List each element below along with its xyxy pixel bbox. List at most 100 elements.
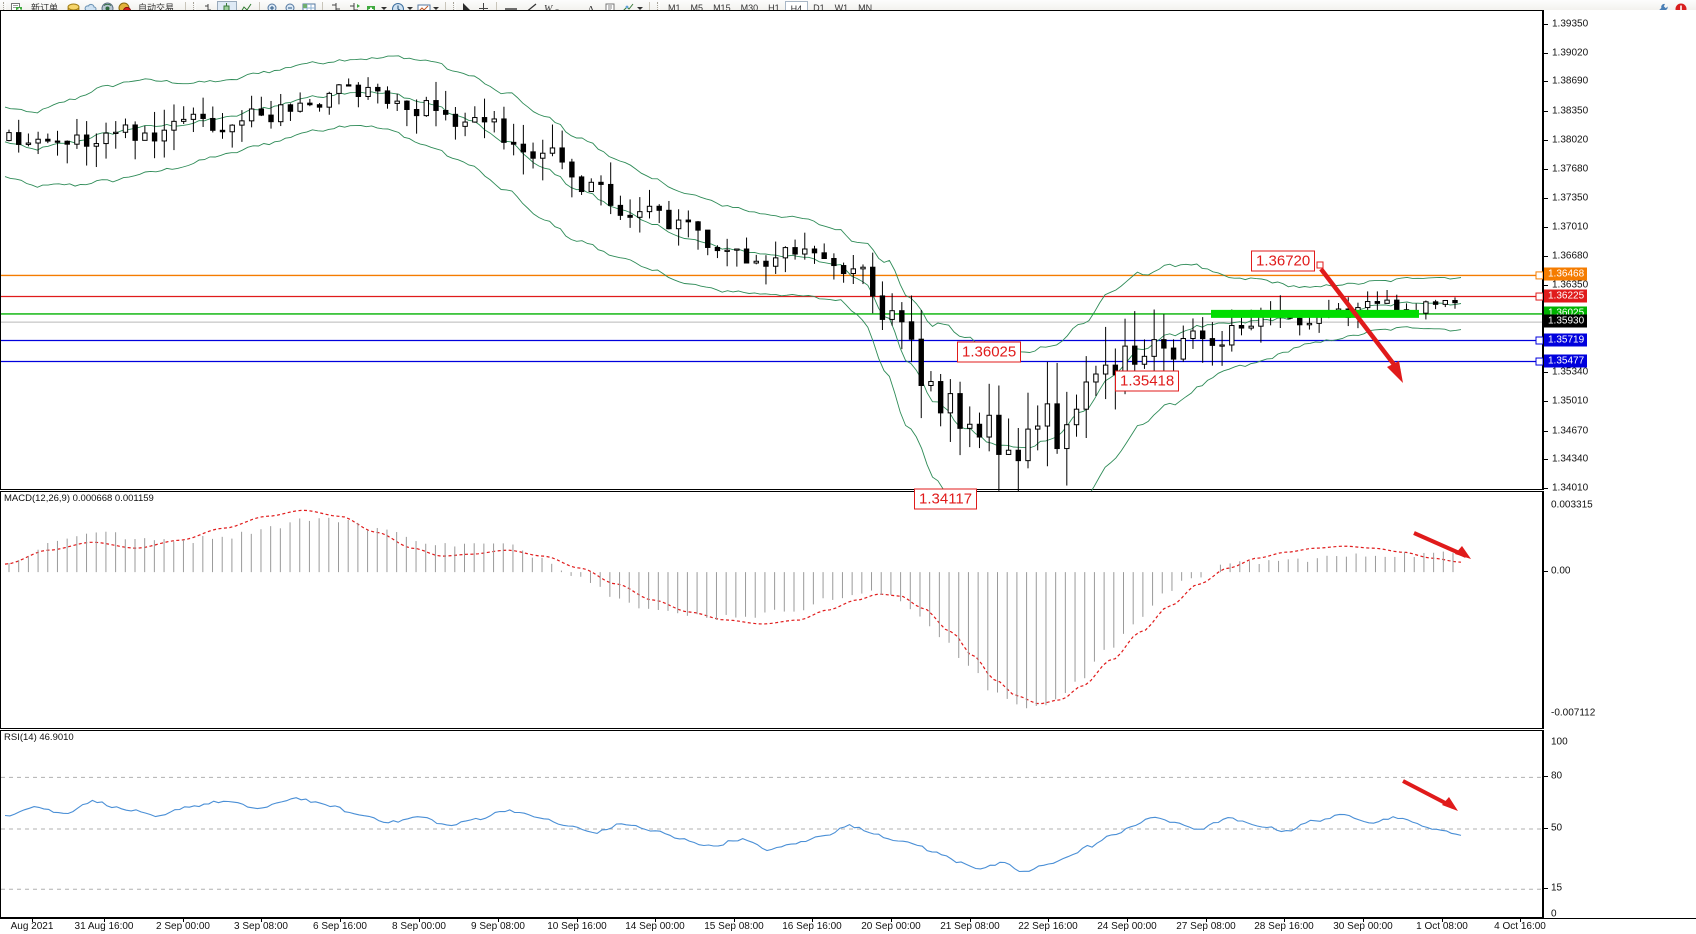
axis-line-rsi	[1543, 730, 1544, 918]
time-axis-label: 3 Sep 08:00	[234, 921, 288, 932]
toolbar-grip[interactable]	[3, 1, 6, 16]
rsi-tick	[1543, 888, 1548, 890]
divider	[185, 1, 187, 16]
chevron-down-icon-4[interactable]	[637, 7, 644, 10]
rsi-tick-label: 15	[1551, 882, 1563, 894]
time-axis-tick	[1127, 919, 1128, 922]
axis-tick	[1543, 488, 1548, 489]
axis-tick	[1543, 24, 1548, 25]
annotation-136720[interactable]: 1.36720	[1251, 250, 1316, 272]
price-chip-support-blue-1[interactable]: 1.35719	[1544, 333, 1588, 346]
timeframe-mn[interactable]: MN	[858, 3, 873, 13]
divider-2	[259, 1, 261, 16]
time-axis-tick	[1520, 919, 1521, 922]
macd-pane[interactable]: MACD(12,26,9) 0.000668 0.001159	[0, 491, 1543, 729]
timeframe-d1[interactable]: D1	[813, 3, 825, 13]
price-chip-resistance-red[interactable]: 1.36225	[1544, 289, 1588, 303]
axis-tick-label: 1.39020	[1552, 47, 1589, 59]
cloud-icon[interactable]	[82, 1, 99, 17]
text-icon[interactable]: A	[583, 1, 601, 17]
axis-tick	[1543, 110, 1548, 112]
time-axis-label: 24 Sep 00:00	[1097, 921, 1157, 932]
timeframe-h1[interactable]: H1	[768, 3, 780, 13]
rsi-tick-label: 0	[1551, 908, 1557, 920]
annotation-134117[interactable]: 1.34117	[914, 488, 978, 510]
timeframe-w1[interactable]: W1	[834, 3, 849, 13]
add-indicator-icon[interactable]	[363, 1, 389, 17]
price-chip-support-blue-2[interactable]: 1.35477	[1544, 354, 1588, 368]
axis-tick-label: 1.36680	[1552, 250, 1589, 262]
time-axis-tick	[419, 919, 420, 922]
timeframe-m1[interactable]: M1	[668, 3, 681, 13]
time-axis-tick	[655, 919, 656, 922]
axis-tick	[1543, 139, 1548, 141]
time-axis-label: 16 Sep 16:00	[782, 921, 842, 932]
divider-6	[649, 1, 651, 16]
time-axis-tick	[1048, 919, 1049, 922]
time-axis-label: 4 Oct 16:00	[1494, 921, 1546, 932]
axis-tick	[1543, 284, 1548, 286]
time-axis-label: Aug 2021	[10, 921, 54, 932]
autotrading-label: 自动交易	[138, 3, 175, 13]
time-axis-tick	[1206, 919, 1207, 922]
axis-tick-label: 1.39350	[1552, 18, 1589, 30]
objects-list-icon[interactable]	[619, 1, 645, 17]
annotation-136025[interactable]: 1.36025	[957, 341, 1022, 363]
time-axis-tick	[498, 919, 499, 922]
annotation-135418[interactable]: 1.35418	[1115, 370, 1180, 392]
time-axis-tick	[577, 919, 578, 922]
axis-line-macd	[1543, 491, 1544, 729]
chevron-down-icon-3[interactable]	[433, 7, 440, 10]
axis-line	[1543, 10, 1544, 490]
rsi-tick-label: 100	[1551, 736, 1568, 748]
axis-tick	[1543, 169, 1548, 171]
time-axis-tick	[183, 919, 184, 922]
macd-tick-label: 0.003315	[1551, 499, 1593, 511]
axis-tick-label: 1.37010	[1552, 221, 1589, 233]
price-chart-pane[interactable]	[0, 10, 1544, 544]
time-axis-label: 20 Sep 00:00	[861, 921, 921, 932]
rsi-tick	[1543, 776, 1548, 778]
price-chip-last-price[interactable]: 1.35930	[1544, 314, 1588, 328]
time-axis-label: 27 Sep 08:00	[1176, 921, 1236, 932]
chevron-down-icon-2[interactable]	[407, 7, 414, 10]
macd-axis: 0.003315 0.00 -0.007112	[1543, 491, 1696, 729]
timeframe-m15[interactable]: M15	[713, 3, 731, 13]
toolbar-grip-4[interactable]	[657, 1, 661, 16]
chevron-down-icon[interactable]	[381, 7, 388, 10]
cursor-icon[interactable]	[459, 1, 475, 17]
time-axis-tick	[891, 919, 892, 922]
axis-tick-label: 1.38020	[1552, 134, 1589, 146]
timeframe-m5[interactable]: M5	[690, 3, 704, 13]
hline-icon[interactable]	[501, 1, 521, 17]
time-axis-label: 6 Sep 16:00	[313, 921, 367, 932]
toolbar-grip-2[interactable]	[193, 1, 197, 16]
time-axis-label: 10 Sep 16:00	[547, 921, 607, 932]
time-axis-tick	[104, 919, 105, 922]
price-axis[interactable]: 1.39350 1.39020 1.38690 1.38350 1.38020 1.376…	[1543, 10, 1696, 494]
axis-tick-label: 1.34670	[1552, 425, 1589, 437]
macd-tick-label: 0.00	[1551, 565, 1571, 577]
time-axis-label: 15 Sep 08:00	[704, 921, 764, 932]
macd-label: MACD(12,26,9) 0.000668 0.001159	[4, 493, 154, 504]
time-axis-tick	[1284, 919, 1285, 922]
price-chart-canvas	[1, 55, 1544, 544]
axis-tick-label: 1.35010	[1552, 395, 1589, 407]
time-axis-label: 14 Sep 00:00	[625, 921, 685, 932]
timeframe-m30[interactable]: M30	[740, 3, 759, 13]
rsi-pane[interactable]: RSI(14) 46.9010	[0, 730, 1543, 918]
time-axis-label: 30 Sep 00:00	[1333, 921, 1393, 932]
time-axis: Aug 2021 31 Aug 16:00 2 Sep 00:00 3 Sep 08:…	[0, 918, 1696, 934]
time-axis-label: 22 Sep 16:00	[1018, 921, 1078, 932]
axis-tick	[1543, 52, 1548, 54]
toolbar-grip-3[interactable]	[453, 1, 457, 16]
rsi-axis: 100 80 50 15 0	[1543, 730, 1696, 920]
price-chip-resistance-orange[interactable]: 1.36468	[1544, 267, 1588, 281]
time-axis-label: 28 Sep 16:00	[1254, 921, 1314, 932]
svg-text:W: W	[544, 4, 554, 15]
time-axis-tick	[32, 919, 33, 922]
rsi-tick-label: 50	[1551, 822, 1563, 834]
axis-tick-label: 1.37350	[1552, 192, 1589, 204]
time-axis-tick	[261, 919, 262, 922]
time-axis-label: 2 Sep 00:00	[156, 921, 210, 932]
